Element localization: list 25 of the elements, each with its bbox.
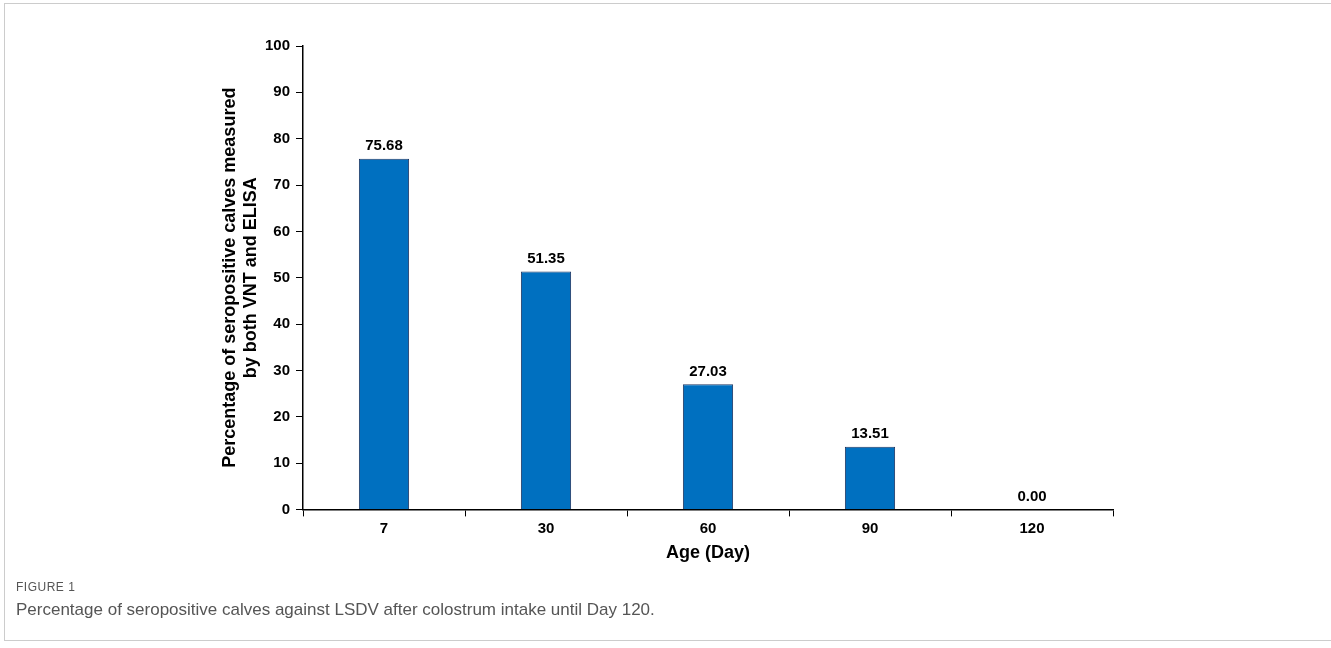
y-tick-label: 60 [273,221,290,239]
data-label: 27.03 [689,361,727,379]
x-tick-label: 60 [699,518,717,536]
caption: FIGURE 1 [16,580,77,594]
x-tick-label: 120 [1019,518,1045,536]
y-tick-label: 70 [273,175,290,193]
x-tick-label: 30 [537,518,555,536]
y-tick-label: 80 [273,128,290,146]
y-axis-title: Percentage of seropositive calves measured by both VNT and ELISA [218,87,261,468]
y-tick-label: 0 [281,499,290,517]
data-label: 75.68 [365,136,403,154]
y-tick-label: 30 [273,360,290,378]
data-label: 13.51 [851,424,889,442]
data-label: 51.35 [527,249,565,267]
y-tick-label: 10 [273,453,290,471]
text: Percentage of seropositive calves against LSDV after colostrum intake until Day 120. [16,600,655,620]
data-label: 0.00 [1017,487,1047,505]
x-axis-title: Age (Day) [665,542,751,563]
y-tick-label: 100 [264,36,290,54]
x-tick-label: 90 [861,518,879,536]
y-tick-label: 50 [273,267,290,285]
y-tick-label: 90 [273,82,290,100]
y-tick-label: 40 [273,314,290,332]
y-tick-label: 20 [273,406,290,424]
x-tick-label: 7 [379,518,389,536]
